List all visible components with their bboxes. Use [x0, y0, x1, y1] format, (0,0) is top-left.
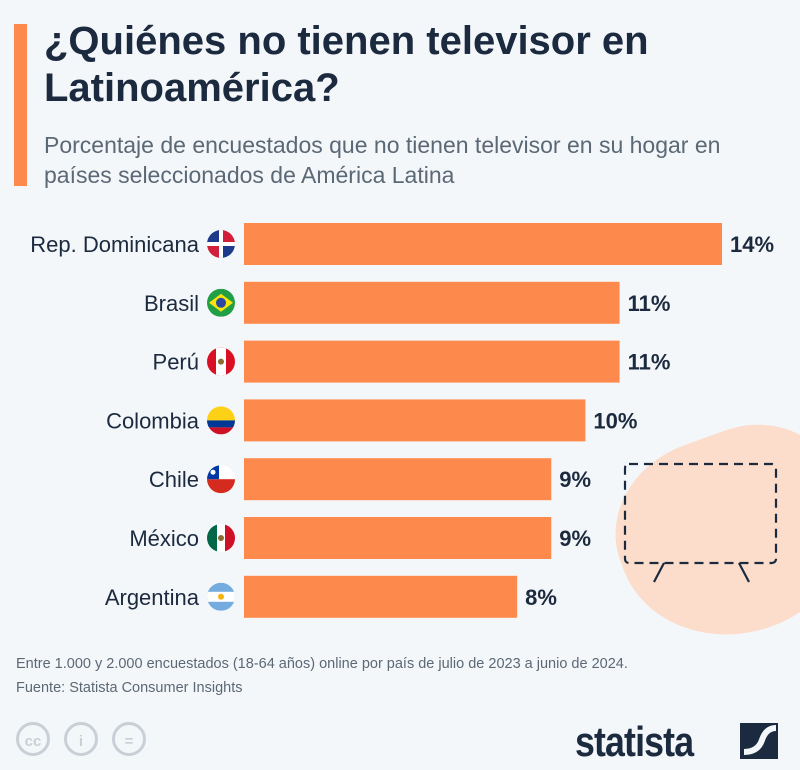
flag-chile-icon: [207, 465, 235, 494]
category-label: Chile: [149, 467, 199, 492]
category-label: Colombia: [106, 408, 200, 433]
footnote: Entre 1.000 y 2.000 encuestados (18-64 a…: [16, 656, 628, 672]
statista-logo[interactable]: statista: [575, 718, 694, 765]
data-label: 9%: [559, 526, 591, 551]
by-icon[interactable]: i: [64, 722, 98, 756]
flag-dominican-republic-icon: [207, 230, 235, 258]
source: Fuente: Statista Consumer Insights: [16, 680, 243, 696]
category-label: México: [129, 526, 199, 551]
flag-peru-icon: [207, 347, 235, 376]
bar: [244, 340, 620, 383]
bar: [244, 575, 518, 618]
tv-icon: [623, 462, 778, 583]
data-label: 8%: [525, 585, 557, 610]
flag-mexico-icon: [207, 524, 235, 552]
accent-bar: [14, 24, 27, 186]
bar: [244, 281, 620, 324]
category-label: Argentina: [105, 585, 200, 610]
flag-colombia-icon: [207, 406, 235, 435]
bar: [244, 399, 586, 442]
category-label: Rep. Dominicana: [30, 232, 200, 257]
nd-icon[interactable]: =: [112, 722, 146, 756]
chart-title: ¿Quiénes no tienen televisor en Latinoam…: [44, 19, 649, 110]
data-label: 11%: [628, 291, 671, 316]
category-label: Brasil: [144, 291, 199, 316]
data-label: 10%: [593, 408, 637, 433]
data-label: 14%: [730, 232, 774, 257]
flag-argentina-icon: [207, 582, 235, 611]
cc-icon[interactable]: cc: [16, 722, 50, 756]
bar: [244, 458, 552, 501]
footnote-block: Entre 1.000 y 2.000 encuestados (18-64 a…: [16, 652, 628, 700]
bar: [244, 517, 552, 559]
data-label: 11%: [628, 350, 671, 375]
chart-subtitle: Porcentaje de encuestados que no tienen …: [44, 132, 721, 188]
data-label: 9%: [559, 467, 591, 492]
category-label: Perú: [153, 350, 199, 375]
flag-brazil-icon: [207, 288, 235, 317]
bar: [244, 223, 722, 265]
